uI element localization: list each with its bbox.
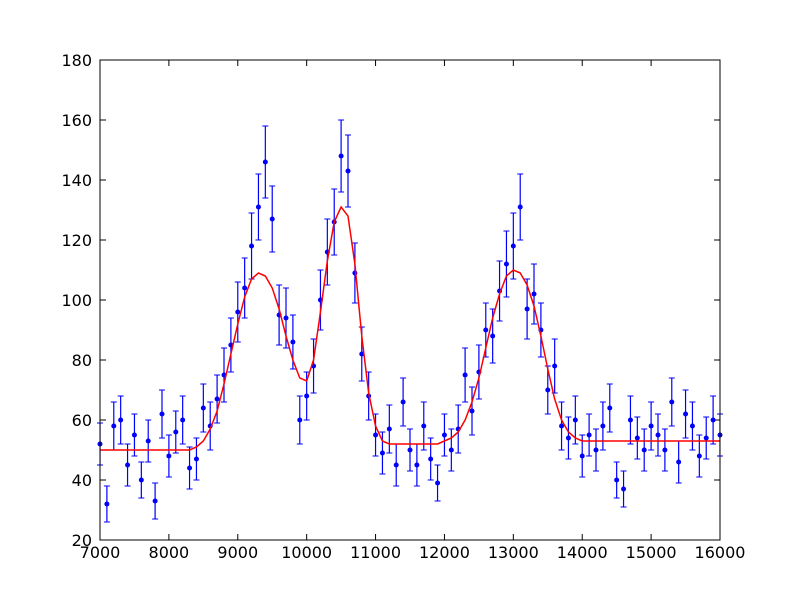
data-point <box>634 435 640 441</box>
data-point <box>669 399 675 405</box>
x-tick-label: 9000 <box>217 543 258 562</box>
data-point <box>187 465 193 471</box>
data-point <box>338 153 344 159</box>
data-point <box>689 423 695 429</box>
data-point <box>145 438 151 444</box>
data-point <box>297 417 303 423</box>
data-point <box>180 417 186 423</box>
data-point <box>242 285 248 291</box>
y-tick-label: 140 <box>61 171 92 190</box>
x-tick-label: 11000 <box>350 543 401 562</box>
data-point <box>621 486 627 492</box>
data-point <box>510 243 516 249</box>
data-point <box>710 417 716 423</box>
data-point <box>627 417 633 423</box>
data-point <box>648 423 654 429</box>
data-point <box>249 243 255 249</box>
data-point <box>448 447 454 453</box>
data-point <box>193 456 199 462</box>
y-tick-label: 120 <box>61 231 92 250</box>
data-point <box>373 432 379 438</box>
data-point <box>517 204 523 210</box>
data-point <box>104 501 110 507</box>
data-point <box>428 456 434 462</box>
data-point <box>359 351 365 357</box>
y-tick-label: 180 <box>61 51 92 70</box>
data-point <box>607 405 613 411</box>
plot-frame <box>99 59 721 541</box>
data-point <box>407 447 413 453</box>
data-point <box>200 405 206 411</box>
data-point <box>483 327 489 333</box>
data-point <box>572 417 578 423</box>
data-point <box>159 411 165 417</box>
data-point <box>386 426 392 432</box>
data-point <box>400 399 406 405</box>
data-point <box>166 453 172 459</box>
data-point <box>586 432 592 438</box>
data-point <box>703 435 709 441</box>
data-point <box>462 372 468 378</box>
data-point <box>552 363 558 369</box>
y-tick-label: 20 <box>72 531 92 550</box>
x-tick-label: 14000 <box>557 543 608 562</box>
data-point <box>641 447 647 453</box>
data-point <box>600 423 606 429</box>
data-point <box>304 393 310 399</box>
data-point <box>676 459 682 465</box>
data-point <box>345 168 351 174</box>
data-point <box>559 423 565 429</box>
x-tick-label: 16000 <box>695 543 746 562</box>
data-point <box>503 261 509 267</box>
data-point <box>152 498 158 504</box>
data-point <box>290 339 296 345</box>
data-point <box>111 423 117 429</box>
data-point <box>421 423 427 429</box>
x-tick-label: 8000 <box>149 543 190 562</box>
data-point <box>469 408 475 414</box>
y-tick-label: 60 <box>72 411 92 430</box>
data-point <box>173 429 179 435</box>
data-point <box>655 432 661 438</box>
data-point <box>490 333 496 339</box>
data-point <box>579 453 585 459</box>
data-point <box>593 447 599 453</box>
data-point <box>414 462 420 468</box>
x-tick-label: 10000 <box>281 543 332 562</box>
fit-line <box>100 205 720 451</box>
data-point <box>393 462 399 468</box>
data-point <box>662 447 668 453</box>
data-point <box>138 477 144 483</box>
data-point <box>125 462 131 468</box>
x-tick-label: 7000 <box>80 543 121 562</box>
data-point <box>565 435 571 441</box>
data-point <box>283 315 289 321</box>
data-point <box>435 480 441 486</box>
x-tick-label: 15000 <box>626 543 677 562</box>
y-tick-label: 160 <box>61 111 92 130</box>
x-tick-label: 12000 <box>419 543 470 562</box>
data-point <box>531 291 537 297</box>
data-point <box>614 477 620 483</box>
data-point <box>262 159 268 165</box>
data-point <box>379 450 385 456</box>
y-tick-label: 40 <box>72 471 92 490</box>
data-point <box>235 309 241 315</box>
y-tick-label: 100 <box>61 291 92 310</box>
x-tick-label: 13000 <box>488 543 539 562</box>
data-point <box>131 432 137 438</box>
data-point <box>255 204 261 210</box>
data-point <box>683 411 689 417</box>
data-point <box>441 432 447 438</box>
data-point <box>118 417 124 423</box>
y-tick-label: 80 <box>72 351 92 370</box>
data-point <box>545 387 551 393</box>
data-point <box>524 306 530 312</box>
data-point <box>269 216 275 222</box>
data-point <box>214 396 220 402</box>
data-point <box>696 453 702 459</box>
